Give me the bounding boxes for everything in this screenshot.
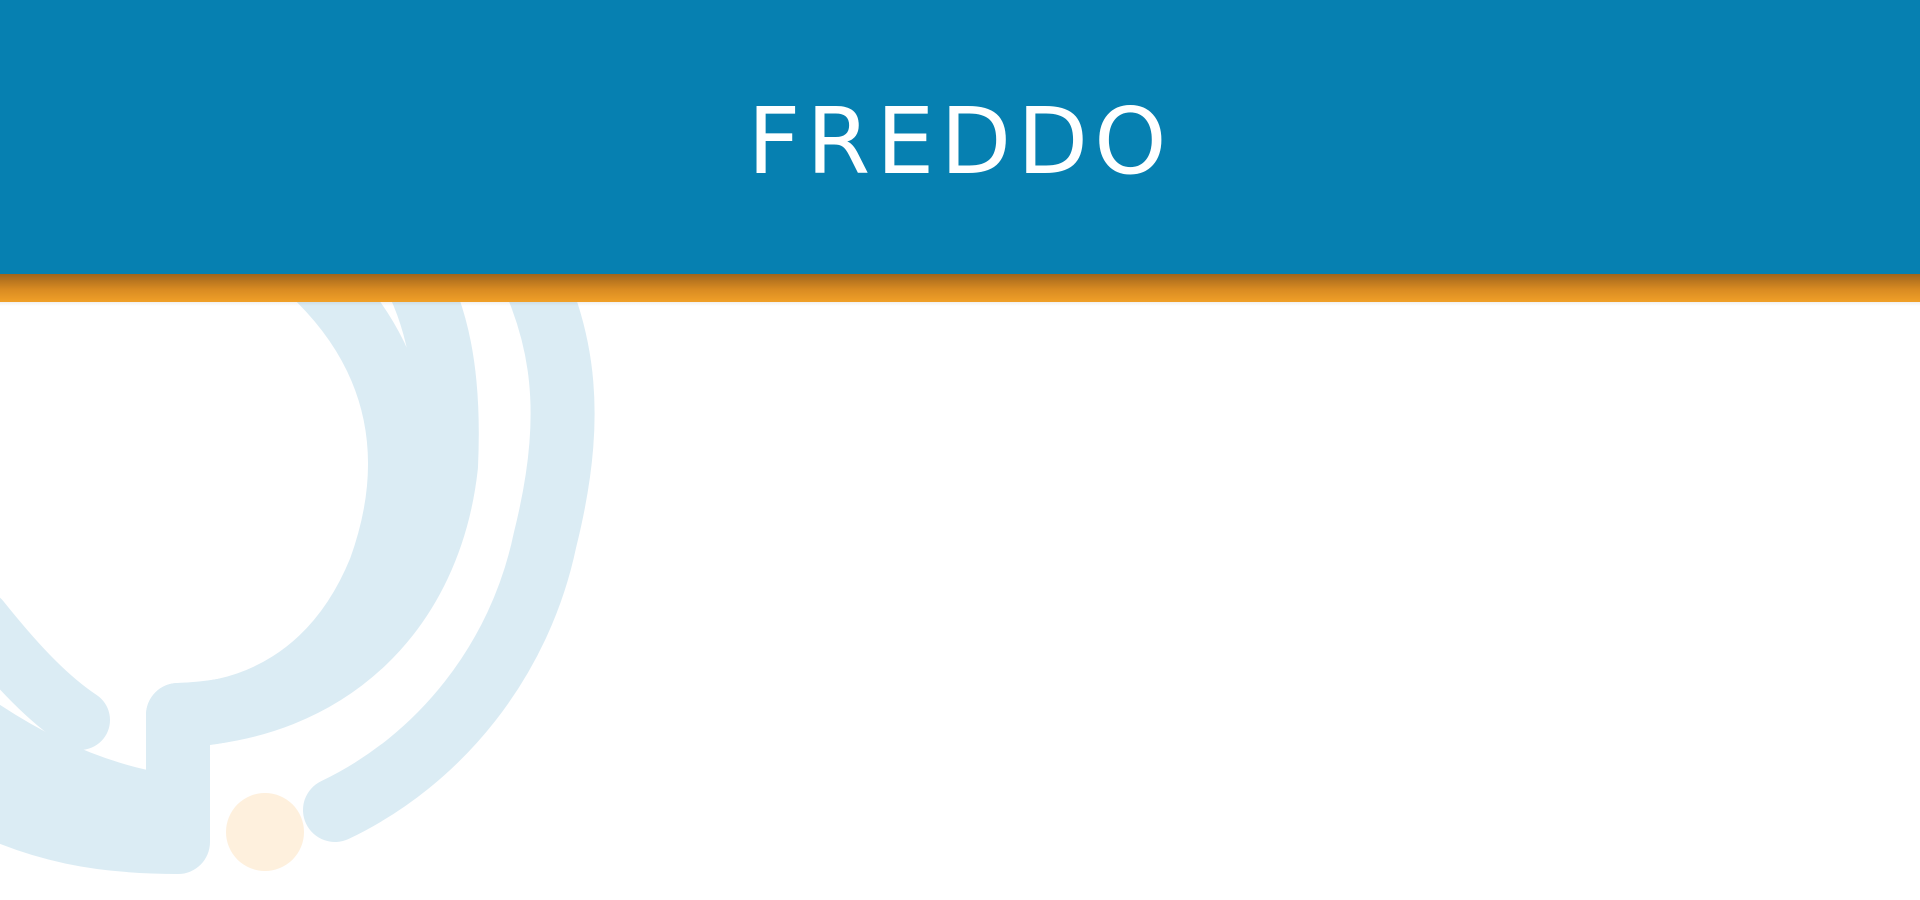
watermark-inner-arc <box>146 248 432 747</box>
watermark-left-arc <box>0 597 110 750</box>
watermark-outer-ring <box>303 198 595 842</box>
watermark-lower-sweep <box>0 704 192 837</box>
header-accent-shadow <box>0 302 1920 306</box>
header-accent-bar <box>0 274 1920 302</box>
brand-title: FREDDO <box>747 88 1173 195</box>
watermark-orange-dot <box>226 793 304 871</box>
top-header: FREDDO <box>0 0 1920 274</box>
